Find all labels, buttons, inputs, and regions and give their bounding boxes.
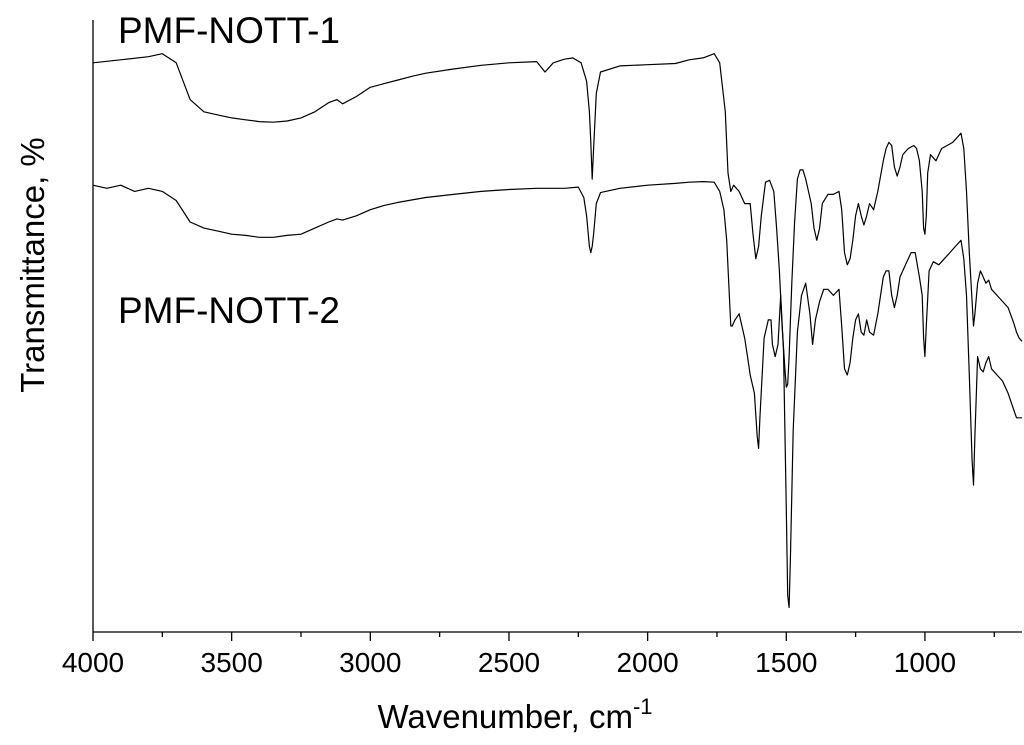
x-axis-tick-labels: 4000 3500 3000 2500 2000 1500 1000 xyxy=(62,647,956,678)
x-tick-label: 1500 xyxy=(755,647,817,678)
x-tick-label: 3500 xyxy=(201,647,263,678)
spectrum-line-series-2 xyxy=(92,181,1022,609)
x-axis-ticks xyxy=(92,632,995,641)
x-tick-label: 2500 xyxy=(478,647,540,678)
x-axis-title-superscript: -1 xyxy=(633,694,653,719)
x-tick-label: 1000 xyxy=(894,647,956,678)
x-tick-label: 4000 xyxy=(62,647,124,678)
x-axis-title: Wavenumber, cm-1 xyxy=(377,694,652,735)
plot-area xyxy=(92,53,1023,609)
spectrum-line-series-1 xyxy=(92,53,1023,388)
x-tick-label: 2000 xyxy=(616,647,678,678)
series-label-pmf-nott-2: PMF-NOTT-2 xyxy=(118,290,340,331)
y-axis-title: Transmittance, % xyxy=(14,137,51,393)
series-label-pmf-nott-1: PMF-NOTT-1 xyxy=(118,10,340,51)
x-axis-title-text: Wavenumber, cm xyxy=(377,698,633,735)
x-tick-label: 3000 xyxy=(339,647,401,678)
